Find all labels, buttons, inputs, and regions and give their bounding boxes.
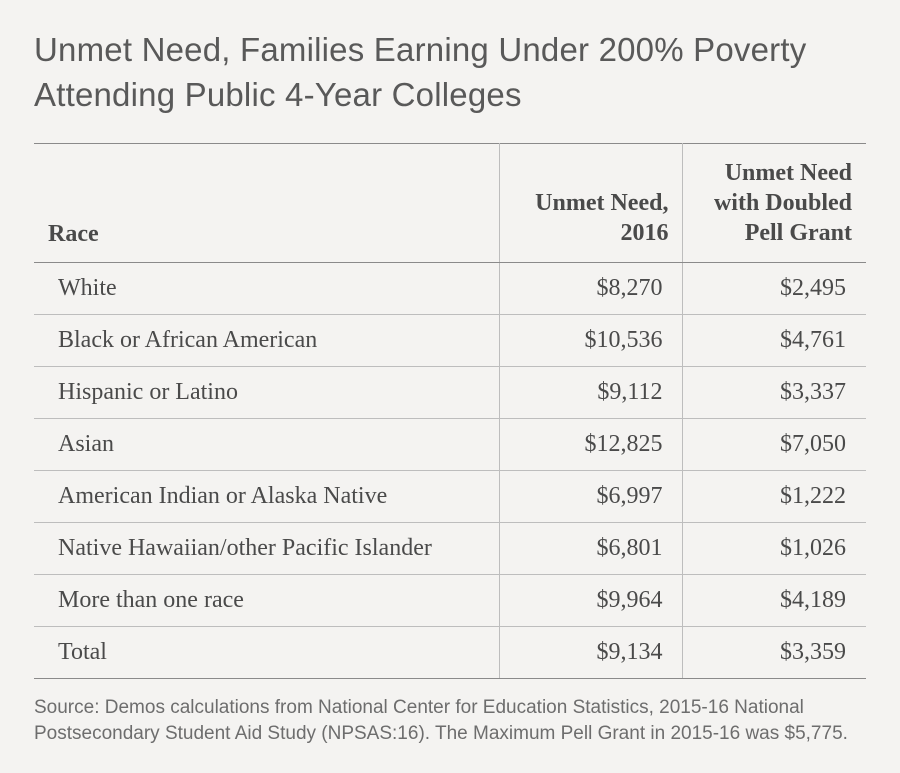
source-note: Source: Demos calculations from National… <box>34 695 866 746</box>
cell-unmet: $8,270 <box>500 263 683 315</box>
cell-unmet: $9,134 <box>500 627 683 679</box>
figure-container: Unmet Need, Families Earning Under 200% … <box>0 0 900 773</box>
cell-doubled: $4,761 <box>683 315 866 367</box>
cell-unmet: $12,825 <box>500 419 683 471</box>
cell-unmet: $6,997 <box>500 471 683 523</box>
col-header-unmet: Unmet Need, 2016 <box>500 144 683 263</box>
cell-doubled: $2,495 <box>683 263 866 315</box>
cell-doubled: $7,050 <box>683 419 866 471</box>
col-header-unmet-text: Unmet Need, 2016 <box>535 190 668 246</box>
cell-race: More than one race <box>34 575 500 627</box>
table-row: White $8,270 $2,495 <box>34 263 866 315</box>
figure-title: Unmet Need, Families Earning Under 200% … <box>34 28 866 117</box>
cell-race: Hispanic or Latino <box>34 367 500 419</box>
col-header-doubled: Unmet Need with Doubled Pell Grant <box>683 144 866 263</box>
cell-doubled: $4,189 <box>683 575 866 627</box>
cell-unmet: $9,964 <box>500 575 683 627</box>
unmet-need-table: Race Unmet Need, 2016 Unmet Need with Do… <box>34 143 866 679</box>
table-body: White $8,270 $2,495 Black or African Ame… <box>34 263 866 679</box>
cell-unmet: $6,801 <box>500 523 683 575</box>
table-row: Native Hawaiian/other Pacific Islander $… <box>34 523 866 575</box>
col-header-race: Race <box>34 144 500 263</box>
cell-race: Black or African American <box>34 315 500 367</box>
table-row: Hispanic or Latino $9,112 $3,337 <box>34 367 866 419</box>
table-row: More than one race $9,964 $4,189 <box>34 575 866 627</box>
cell-doubled: $1,222 <box>683 471 866 523</box>
cell-race: American Indian or Alaska Native <box>34 471 500 523</box>
cell-race: Native Hawaiian/other Pacific Islander <box>34 523 500 575</box>
table-row: Total $9,134 $3,359 <box>34 627 866 679</box>
table-row: Asian $12,825 $7,050 <box>34 419 866 471</box>
cell-race: Asian <box>34 419 500 471</box>
cell-unmet: $9,112 <box>500 367 683 419</box>
title-line-2: Attending Public 4-Year Colleges <box>34 76 522 113</box>
cell-race: White <box>34 263 500 315</box>
table-header-row: Race Unmet Need, 2016 Unmet Need with Do… <box>34 144 866 263</box>
table-row: American Indian or Alaska Native $6,997 … <box>34 471 866 523</box>
cell-race: Total <box>34 627 500 679</box>
cell-doubled: $3,359 <box>683 627 866 679</box>
table-row: Black or African American $10,536 $4,761 <box>34 315 866 367</box>
cell-doubled: $3,337 <box>683 367 866 419</box>
col-header-doubled-text: Unmet Need with Doubled Pell Grant <box>714 160 852 246</box>
cell-unmet: $10,536 <box>500 315 683 367</box>
cell-doubled: $1,026 <box>683 523 866 575</box>
title-line-1: Unmet Need, Families Earning Under 200% … <box>34 31 806 68</box>
